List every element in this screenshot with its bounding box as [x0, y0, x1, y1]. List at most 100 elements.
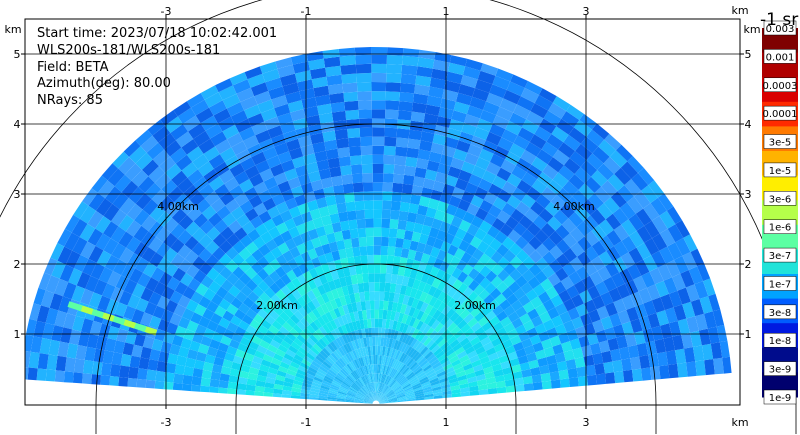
fan-cell [268, 270, 281, 283]
fan-cell [199, 220, 215, 235]
fan-cell [521, 194, 536, 209]
fan-cell [447, 374, 458, 381]
fan-cell [548, 259, 563, 273]
fan-cell [234, 309, 246, 321]
fan-cell [374, 264, 381, 274]
fan-cell [377, 336, 382, 347]
fan-cell [193, 176, 209, 192]
fan-cell [377, 382, 379, 392]
fan-cell [445, 174, 459, 187]
fan-cell [371, 82, 387, 92]
fan-cell [386, 255, 395, 265]
fan-cell [397, 362, 405, 372]
fan-cell [273, 172, 288, 185]
fan-cell [208, 280, 221, 294]
fan-cell [566, 196, 582, 212]
fan-cell [354, 339, 360, 350]
fan-cell [157, 295, 170, 310]
fan-cell [376, 373, 379, 383]
fan-cell [366, 245, 374, 256]
fan-cell [460, 391, 471, 397]
fan-cell [605, 213, 622, 230]
fan-cell [563, 247, 578, 263]
fan-cell [322, 282, 332, 293]
fan-cell [367, 394, 374, 402]
fan-cell [371, 109, 386, 119]
fan-cell [492, 196, 507, 211]
fan-cell [378, 382, 382, 392]
fan-cell [518, 294, 531, 307]
fan-cell [443, 363, 453, 371]
fan-cell [378, 309, 384, 319]
fan-cell [306, 300, 317, 312]
fan-cell [269, 362, 280, 371]
fan-cell [177, 177, 194, 194]
fan-cell [361, 264, 369, 274]
fan-cell [153, 281, 167, 296]
fan-cell [294, 164, 309, 177]
fan-cell [236, 389, 246, 395]
fan-cell [203, 146, 220, 162]
fan-cell [54, 370, 65, 383]
fan-cell [489, 315, 501, 327]
fan-cell [228, 375, 239, 384]
fan-cell [129, 146, 147, 164]
fan-cell [384, 356, 389, 366]
fan-cell [199, 262, 213, 276]
fan-cell [389, 367, 395, 377]
fan-cell [233, 355, 244, 365]
fan-cell [542, 164, 559, 180]
fan-cell [138, 357, 150, 370]
fan-cell [348, 265, 357, 276]
fan-cell [441, 305, 452, 316]
fan-cell [382, 182, 393, 192]
fan-cell [484, 282, 497, 295]
fan-cell [422, 324, 431, 335]
fan-cell [535, 349, 547, 360]
fan-cell [413, 176, 425, 188]
fan-cell [311, 297, 321, 309]
fan-cell [408, 375, 417, 382]
fan-cell [447, 166, 462, 179]
fan-cell [354, 292, 361, 303]
nrays-label: NRays: 85 [37, 93, 103, 109]
fan-cell [325, 373, 335, 380]
fan-cell [350, 274, 358, 285]
fan-cell [164, 140, 182, 157]
fan-cell [609, 150, 628, 168]
fan-cell [289, 246, 301, 259]
fan-cell [386, 310, 392, 320]
fan-cell [400, 365, 408, 374]
fan-cell [318, 206, 330, 218]
fan-cell [399, 92, 415, 103]
fan-cell [630, 318, 643, 333]
fan-cell [92, 361, 103, 376]
fan-cell [379, 398, 388, 403]
fan-cell [232, 253, 245, 267]
fan-cell [489, 123, 506, 138]
range-ring-label: 2.00km [256, 299, 298, 312]
fan-cell [82, 373, 92, 385]
fan-cell [492, 175, 507, 190]
fan-cell [547, 179, 563, 195]
fan-cell [373, 391, 376, 401]
fan-cell [374, 327, 379, 337]
fan-cell [514, 384, 525, 392]
fan-cell [491, 217, 506, 231]
fan-cell [501, 202, 516, 217]
fan-cell [521, 338, 533, 349]
fan-cell [496, 243, 510, 257]
fan-cell [364, 397, 373, 403]
fan-cell [473, 260, 486, 273]
fan-cell [25, 334, 34, 352]
fan-cell [467, 317, 478, 328]
fan-cell [327, 396, 337, 400]
fan-cell [246, 378, 257, 386]
fan-cell [226, 321, 239, 333]
fan-cell [323, 377, 333, 384]
fan-cell [422, 178, 435, 190]
fan-cell [271, 320, 283, 331]
y-tick-label-left: 3 [14, 188, 21, 201]
fan-cell [367, 394, 374, 402]
fan-cell [157, 319, 170, 332]
